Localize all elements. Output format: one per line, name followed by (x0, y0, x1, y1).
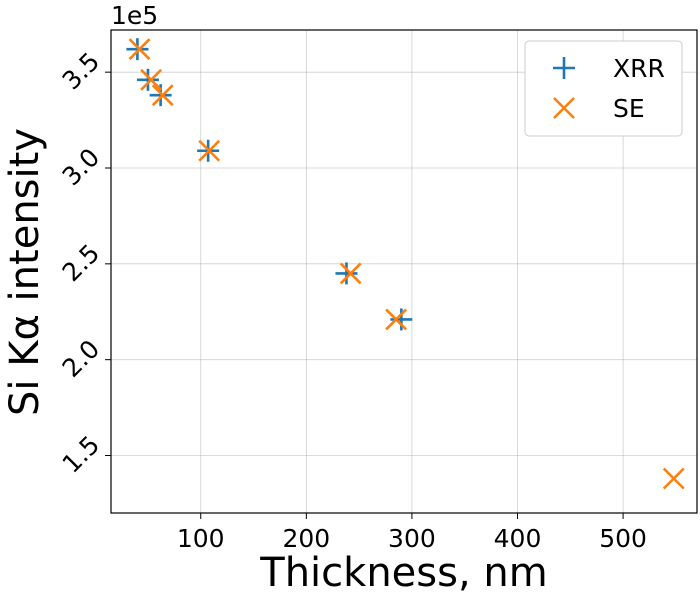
xrr-data-point (335, 262, 358, 285)
x-tick-label: 500 (599, 524, 647, 553)
legend-label-se: SE (613, 94, 645, 123)
y-tick-label: 1.5 (57, 430, 106, 479)
x-tick-label: 400 (494, 524, 542, 553)
x-tick-label: 300 (388, 524, 436, 553)
x-axis-label: Thickness, nm (259, 550, 547, 596)
se-data-point (662, 467, 685, 490)
x-tick-label: 200 (282, 524, 330, 553)
y-axis-label: Si Kα intensity (2, 128, 48, 416)
xrr-data-point (136, 68, 159, 91)
se-data-point (198, 139, 221, 162)
y-tick-label: 3.5 (57, 47, 106, 96)
se-data-point (339, 262, 362, 285)
se-data-point (385, 308, 408, 331)
y-tick-label: 3.0 (57, 143, 106, 192)
xrr-data-point (149, 84, 172, 107)
legend-label-xrr: XRR (613, 54, 665, 83)
xrr-data-point (390, 308, 413, 331)
xrr-data-point (126, 38, 149, 61)
y-multiplier-label: 1e5 (111, 1, 158, 30)
se-data-point (151, 84, 174, 107)
se-data-point (140, 68, 163, 91)
y-tick-label: 2.5 (57, 238, 106, 287)
plot-frame (110, 29, 698, 514)
legend-marker-xrr (553, 57, 575, 79)
data-points (126, 38, 685, 490)
legend: XRR SE (524, 40, 683, 137)
x-axis-ticks: 100 200 300 400 500 (177, 513, 647, 553)
se-data-point (128, 38, 151, 61)
y-tick-label: 2.0 (57, 334, 106, 383)
y-axis-ticks: 1.5 2.0 2.5 3.0 3.5 (57, 47, 111, 479)
x-tick-label: 100 (177, 524, 225, 553)
legend-marker-se (553, 97, 575, 119)
